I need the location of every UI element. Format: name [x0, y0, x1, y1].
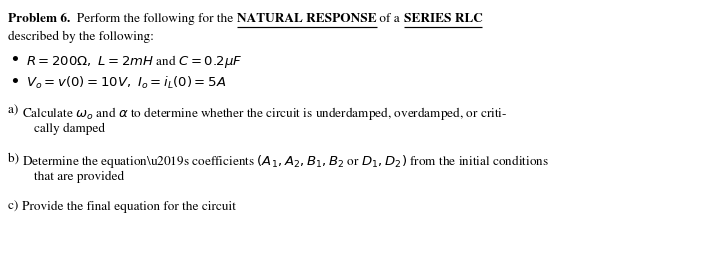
Text: Provide the final equation for the circuit: Provide the final equation for the circu… [22, 201, 235, 213]
Text: $V_o = v(0) = 10V,\ I_o = i_L(0) = 5A$: $V_o = v(0) = 10V,\ I_o = i_L(0) = 5A$ [26, 75, 226, 91]
Text: Perform the following for the: Perform the following for the [70, 13, 237, 25]
Text: Calculate $\omega_o$ and $\alpha$ to determine whether the circuit is underdampe: Calculate $\omega_o$ and $\alpha$ to det… [22, 105, 507, 122]
Text: b): b) [8, 153, 23, 165]
Text: NATURAL RESPONSE: NATURAL RESPONSE [237, 13, 376, 25]
Text: $R = 200\Omega,\ L = 2mH$ and $C = 0.2\mu F$: $R = 200\Omega,\ L = 2mH$ and $C = 0.2\m… [26, 53, 242, 70]
Text: c): c) [8, 201, 22, 213]
Text: Determine the equation\u2019s coefficients $(A_1, A_2, B_1, B_2$ or $D_1, D_2)$ : Determine the equation\u2019s coefficien… [23, 153, 549, 170]
Text: described by the following:: described by the following: [8, 31, 154, 43]
Text: a): a) [8, 105, 22, 117]
Text: cally damped: cally damped [34, 123, 105, 135]
Text: of a: of a [376, 13, 403, 25]
Text: •: • [11, 53, 18, 65]
Text: that are provided: that are provided [35, 171, 125, 183]
Text: Problem 6.: Problem 6. [8, 13, 70, 25]
Text: •: • [11, 75, 18, 87]
Text: SERIES RLC: SERIES RLC [403, 13, 482, 25]
